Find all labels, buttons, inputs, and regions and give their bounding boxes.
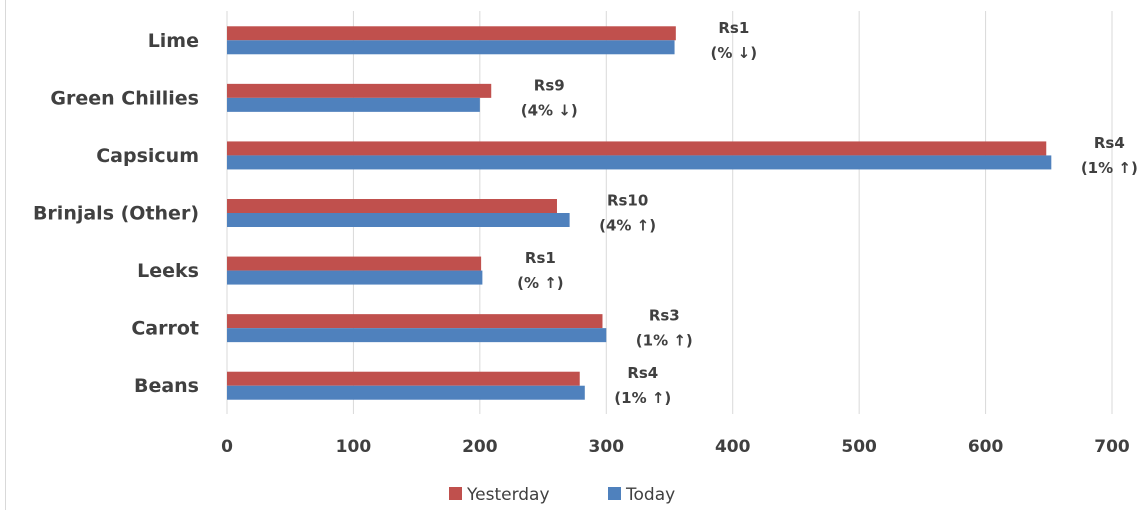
data-label-change: Rs9	[534, 76, 565, 94]
legend-swatch-today	[608, 487, 621, 500]
grid-layer	[226, 11, 1113, 414]
x-tick-label: 100	[336, 437, 372, 457]
bar-today	[227, 97, 480, 112]
bar-today	[227, 213, 570, 227]
category-label: Brinjals (Other)	[33, 203, 199, 225]
data-label-change: Rs4	[1094, 134, 1125, 152]
data-label-percent: (% ↓)	[711, 44, 758, 62]
bar-today	[227, 40, 675, 55]
category-label: Capsicum	[96, 145, 199, 167]
bar-yesterday	[227, 199, 557, 213]
data-label-change: Rs4	[627, 364, 658, 382]
bar-yesterday	[227, 371, 580, 386]
legend: Yesterday Today	[449, 485, 675, 505]
bar-today	[227, 328, 607, 343]
category-label: Beans	[134, 375, 199, 397]
legend-label-yesterday: Yesterday	[466, 485, 550, 505]
data-label-change: Rs1	[718, 19, 749, 37]
bar-yesterday	[227, 26, 676, 41]
data-label-percent: (1% ↑)	[614, 389, 671, 407]
category-label: Lime	[148, 30, 199, 52]
legend-swatch-yesterday	[449, 487, 462, 500]
data-label-change: Rs3	[649, 307, 680, 325]
bar-layer	[227, 26, 1052, 400]
bar-yesterday	[227, 141, 1047, 156]
legend-label-today: Today	[625, 485, 675, 505]
data-label-percent: (1% ↑)	[636, 332, 693, 350]
x-tick-label: 300	[589, 437, 625, 457]
x-tick-label: 600	[968, 437, 1004, 457]
bar-yesterday	[227, 83, 492, 98]
bar-today	[227, 270, 483, 285]
x-tick-label: 700	[1094, 437, 1130, 457]
bar-yesterday	[227, 256, 482, 271]
category-label: Leeks	[137, 260, 199, 282]
data-label-percent: (4% ↑)	[599, 217, 656, 235]
label-layer: 0 100 200 300 400 500 600 700 Lime Rs1 (% ↓) Green …	[33, 19, 1138, 457]
x-tick-label: 0	[221, 437, 233, 457]
x-tick-label: 200	[462, 437, 498, 457]
bar-today	[227, 385, 585, 400]
data-label-percent: (1% ↑)	[1081, 159, 1138, 177]
chart-frame	[5, 0, 1136, 510]
data-label-change: Rs10	[607, 192, 648, 210]
bar-yesterday	[227, 314, 603, 329]
bar-today	[227, 155, 1052, 170]
data-label-percent: (4% ↓)	[521, 101, 578, 119]
data-label-change: Rs1	[525, 249, 556, 267]
x-tick-label: 400	[715, 437, 751, 457]
x-tick-label: 500	[841, 437, 877, 457]
category-label: Green Chillies	[50, 87, 199, 109]
category-label: Carrot	[131, 318, 199, 340]
data-label-percent: (% ↑)	[517, 274, 564, 292]
